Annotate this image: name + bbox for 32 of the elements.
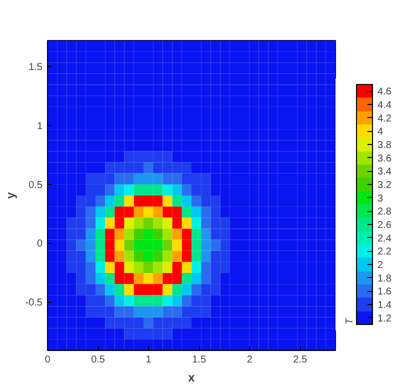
y-axis-title: y <box>3 192 18 199</box>
x-tick-label: 2.5 <box>293 354 308 366</box>
color-bar-label: 1.6 <box>378 286 392 298</box>
y-tick-label: -0.5 <box>25 298 43 309</box>
y-tick-label: 0.5 <box>28 180 43 191</box>
x-tick-label: 0.5 <box>91 354 106 366</box>
color-bar-label: 2 <box>378 260 384 271</box>
x-axis-title: x <box>188 370 196 384</box>
x-tick-label: 0 <box>44 354 51 366</box>
color-bar-label: 1.8 <box>378 273 392 284</box>
y-tick-label: 1 <box>36 120 43 132</box>
color-bar-label: 1.2 <box>378 313 392 324</box>
color-bar-label: 3 <box>378 193 384 204</box>
color-bar-label: 3.4 <box>378 166 392 178</box>
color-bar-label: 4.6 <box>378 86 392 98</box>
x-tick-label: 1 <box>146 354 152 366</box>
color-bar-label: 3.2 <box>378 180 392 191</box>
color-bar-title: T <box>344 318 356 324</box>
color-bar-label: 2.2 <box>378 246 392 258</box>
x-tick-label: 1.5 <box>192 354 206 366</box>
color-bar-label: 2.8 <box>378 206 392 218</box>
color-bar-label: 3.8 <box>378 140 392 151</box>
y-tick-label: 1.5 <box>28 62 43 73</box>
color-bar-label: 4.2 <box>378 113 392 124</box>
y-tick-label: 0 <box>36 238 43 250</box>
color-bar-label: 1.4 <box>378 300 392 311</box>
color-bar-label: 2.4 <box>378 233 392 244</box>
color-bar-label: 2.6 <box>378 220 392 231</box>
x-tick-label: 2 <box>246 354 253 366</box>
color-bar-label: 4 <box>378 126 384 138</box>
color-bar-label: 4.4 <box>378 100 392 111</box>
color-bar-label: 3.6 <box>378 153 392 164</box>
